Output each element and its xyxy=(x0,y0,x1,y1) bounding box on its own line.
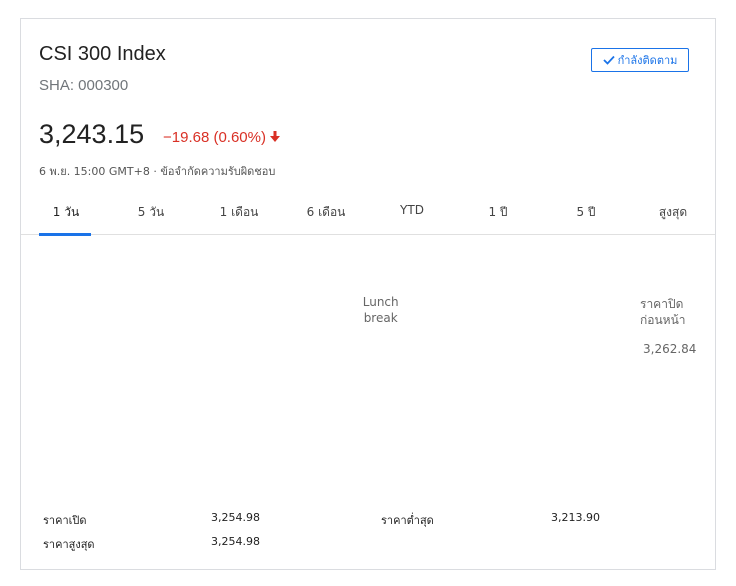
price: 3,243.15 xyxy=(39,119,145,149)
stat-label: ราคาต่ำสุด xyxy=(381,514,434,527)
tab[interactable]: 5 ปี xyxy=(576,205,596,219)
stat-value: 3,213.90 xyxy=(551,511,600,524)
tab-separator xyxy=(21,234,715,235)
stat-value: 3,254.98 xyxy=(211,535,260,548)
lunch-label: Lunch break xyxy=(354,294,407,326)
stat-label: ราคาเปิด xyxy=(43,514,87,527)
follow-button[interactable]: 3,2003,2203,2403,2603,28010:0011:0012:00… xyxy=(591,48,689,72)
previous-close-name: ราคาปิดก่อนหน้า xyxy=(640,296,696,328)
tab[interactable]: 1 วัน xyxy=(52,205,80,219)
stat-label: ราคาสูงสุด xyxy=(43,538,95,551)
tab[interactable]: 5 วัน xyxy=(137,205,165,219)
tab[interactable]: YTD xyxy=(400,203,424,217)
check-icon: 3,2003,2203,2403,2603,28010:0011:0012:00… xyxy=(602,55,615,65)
title: CSI 300 Index xyxy=(39,43,166,65)
stat-value: 3,254.98 xyxy=(211,511,260,524)
timestamp: 6 พ.ย. 15:00 GMT+8 · ข้อจำกัดความรับผิดช… xyxy=(39,165,276,178)
follow-label: กำลังติดตาม xyxy=(617,54,678,67)
tab[interactable]: 1 ปี xyxy=(488,205,508,219)
tab[interactable]: สูงสุด xyxy=(658,205,688,219)
down-arrow xyxy=(270,131,281,142)
change-text: −19.68 (0.60%) xyxy=(163,129,266,146)
symbol: SHA: 000300 xyxy=(39,77,129,94)
finance-card: CSI 300 Index SHA: 000300 3,2003,2203,24… xyxy=(20,18,716,570)
price-change: −19.68 (0.60%) xyxy=(163,129,281,146)
tab[interactable]: 1 เดือน xyxy=(219,205,259,219)
previous-close-value: 3,262.84 xyxy=(643,342,697,356)
tab-underline xyxy=(39,233,91,236)
tab[interactable]: 6 เดือน xyxy=(306,205,346,219)
